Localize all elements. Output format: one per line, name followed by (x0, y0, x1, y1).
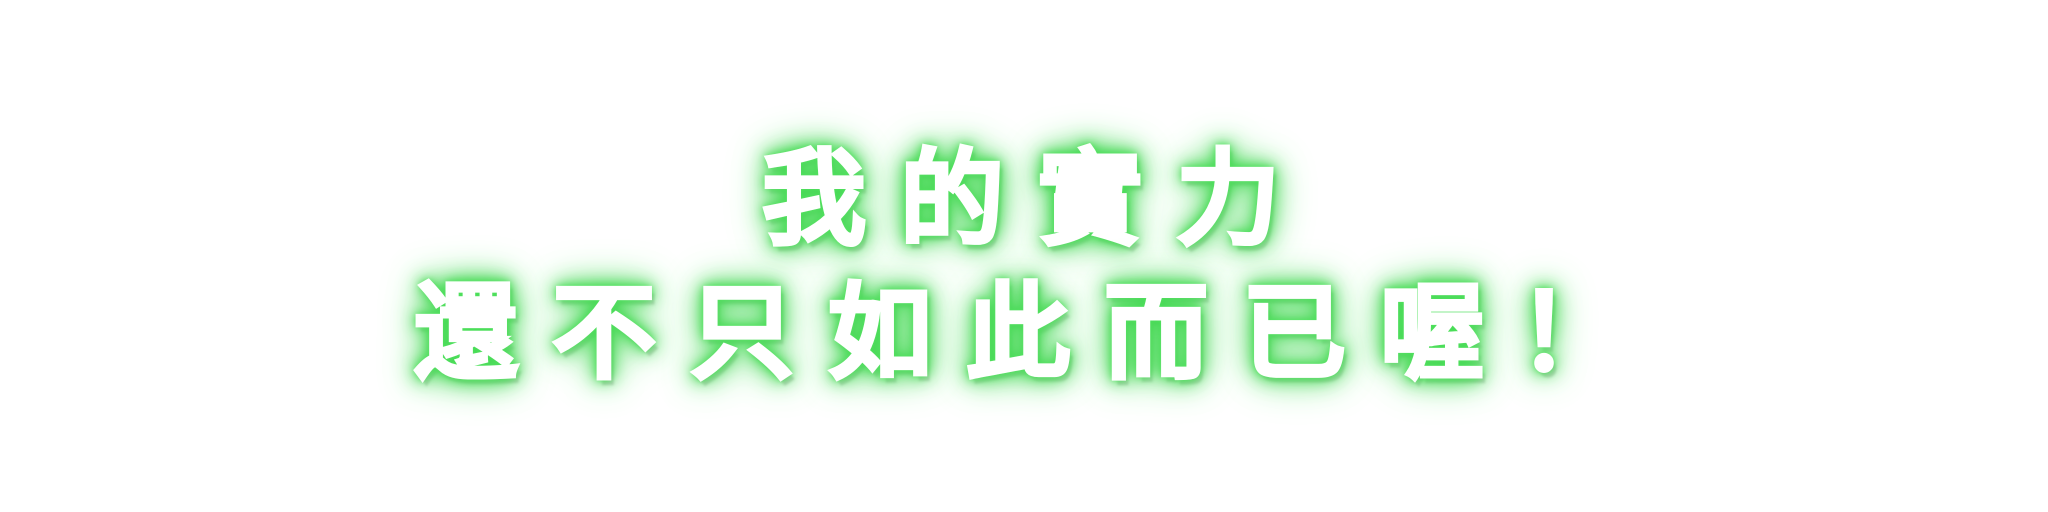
headline-line-2: 還不只如此而已喔！ (412, 272, 1656, 394)
headline-line-1: 我的實力 (760, 138, 1314, 260)
